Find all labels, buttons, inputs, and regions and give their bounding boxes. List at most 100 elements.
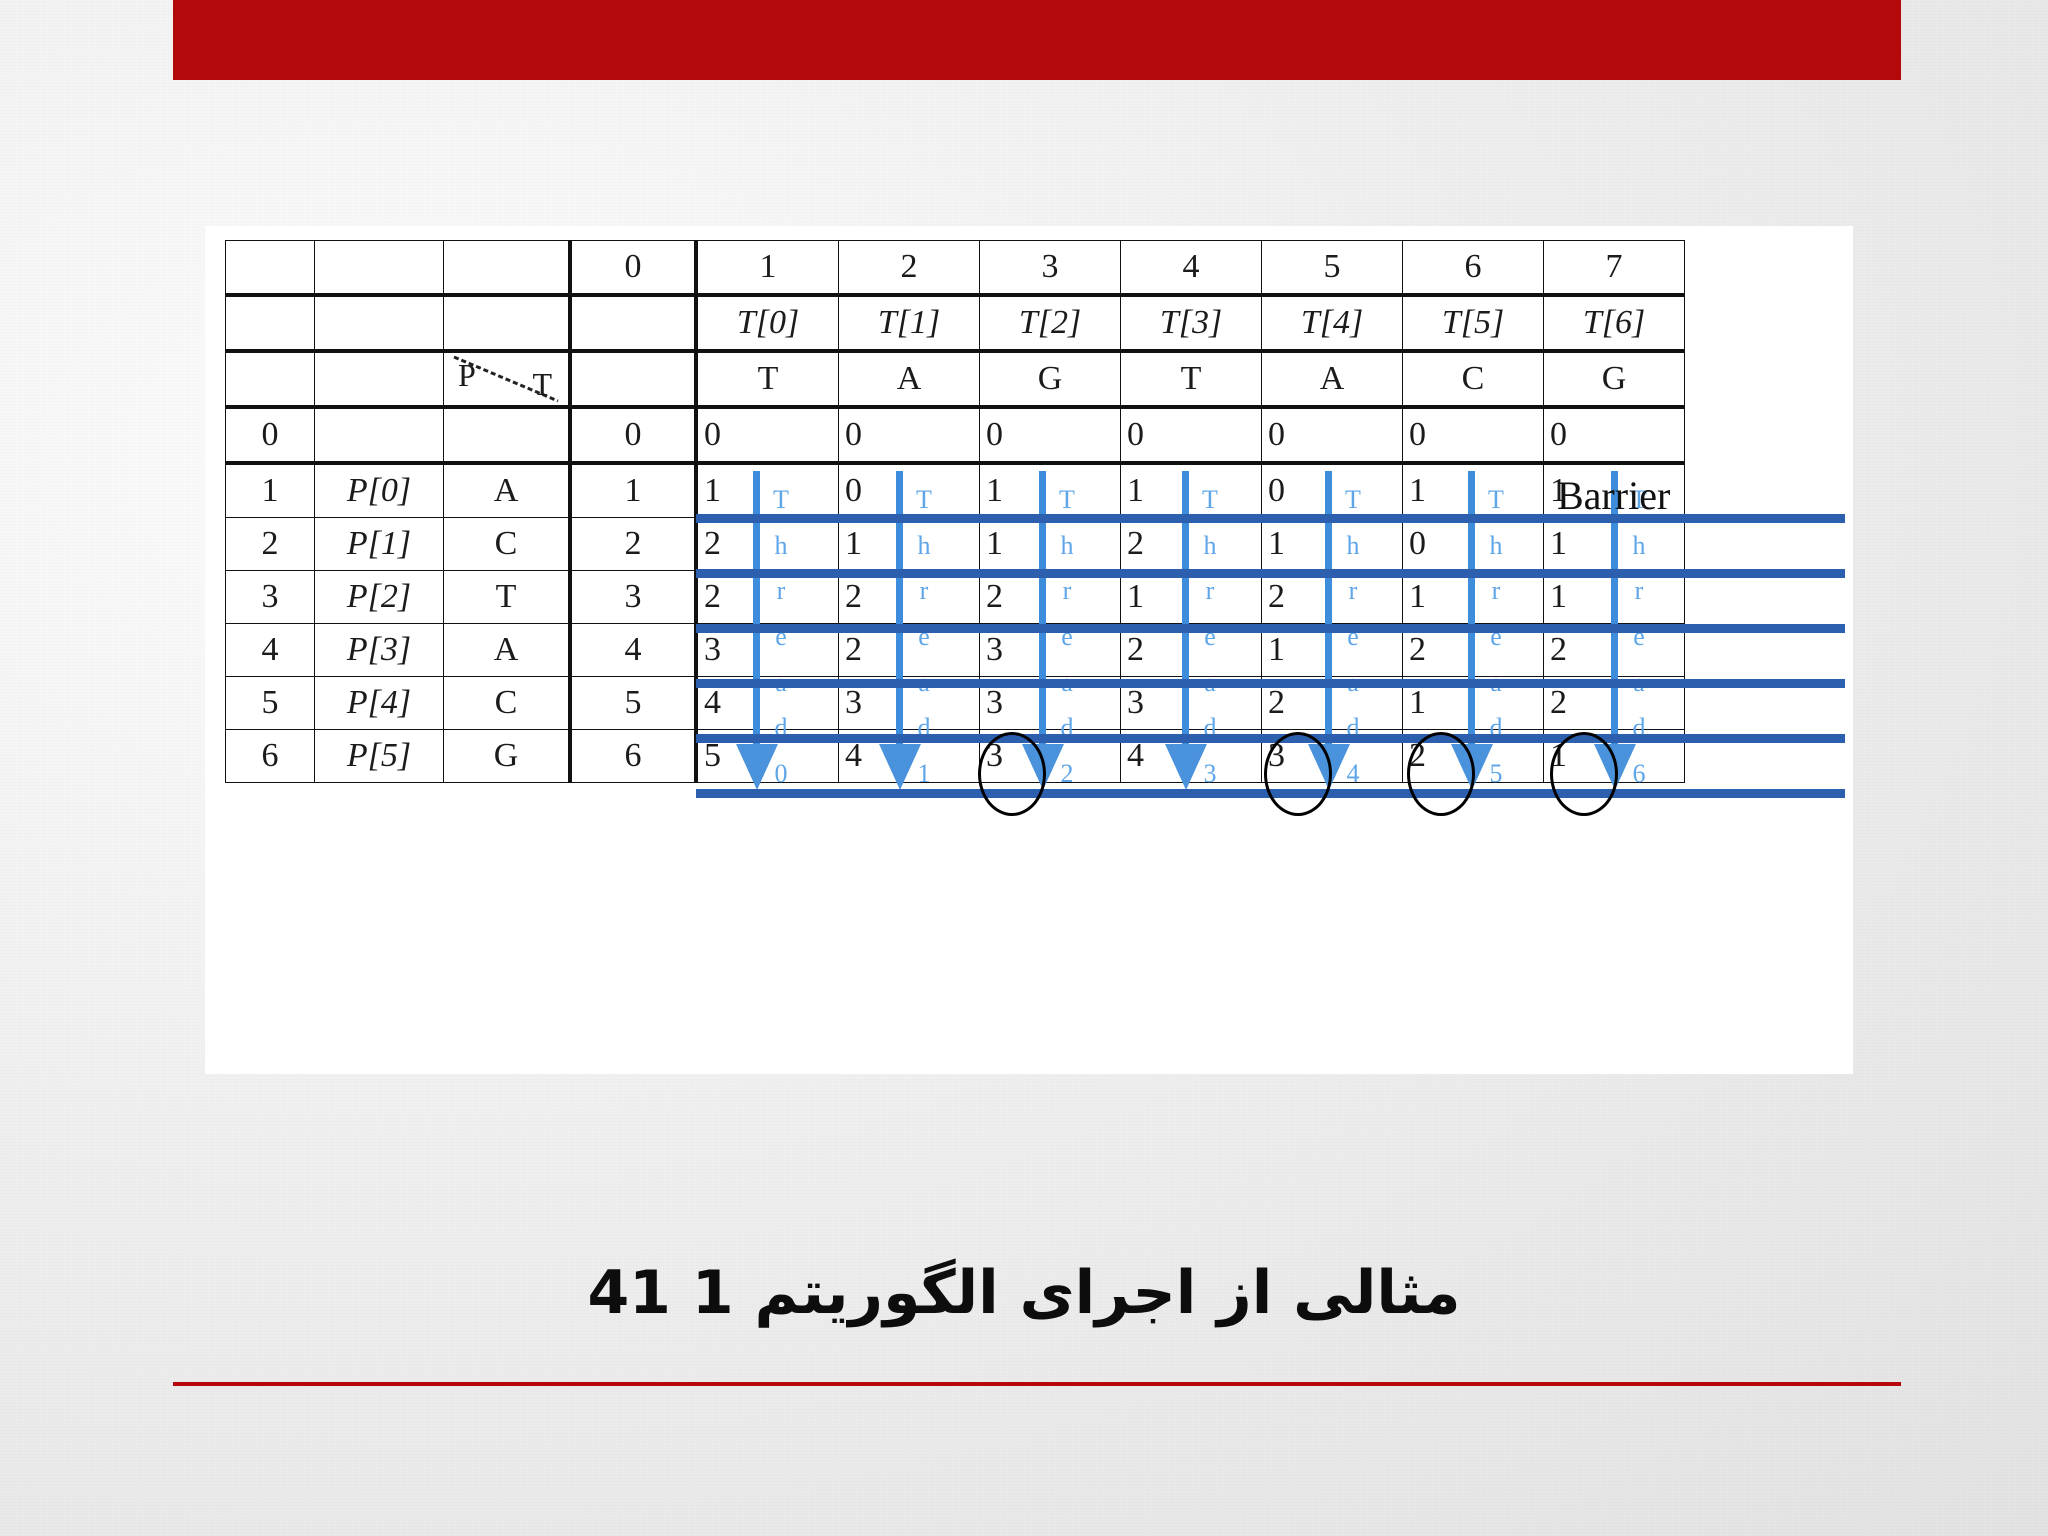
matrix-value: 3 (986, 631, 1003, 668)
row-zero-cell: 6 (569, 729, 698, 783)
matrix-cell: 2 (1402, 623, 1544, 677)
row-pref-cell: P[0] (314, 462, 444, 518)
matrix-cell: 2 (1120, 623, 1262, 677)
matrix-value: 2 (845, 578, 862, 615)
top-red-banner (173, 0, 1901, 80)
matrix-cell: 2 (1261, 676, 1403, 730)
col-index-header: 3 (979, 240, 1121, 297)
matrix-value: 0 (845, 472, 862, 509)
matrix-value: 0 (845, 416, 862, 453)
matrix-value: 2 (1268, 684, 1285, 721)
matrix-value: 2 (1550, 631, 1567, 668)
row-char-cell: C (443, 517, 572, 571)
matrix-value: 0 (704, 416, 721, 453)
matrix-value: 4 (845, 737, 862, 774)
row-zero-cell: 4 (569, 623, 698, 677)
matrix-value: 1 (1409, 578, 1426, 615)
row-char-cell: G (443, 729, 572, 783)
col-seq-header: T (695, 350, 839, 409)
row-index-cell: 0 (225, 406, 315, 465)
row-zero-cell: 5 (569, 676, 698, 730)
matrix-cell: 2 (838, 570, 980, 624)
matrix-cell: 3 (979, 623, 1121, 677)
matrix-value: 3 (1127, 684, 1144, 721)
matrix-cell: 1 (1402, 676, 1544, 730)
matrix-value: 3 (986, 684, 1003, 721)
matrix-cell: 3 (838, 676, 980, 730)
matrix-cell: 0 (1120, 406, 1262, 465)
matrix-cell: 0 (1402, 406, 1544, 465)
row-index-cell: 3 (225, 570, 315, 624)
matrix-cell: 3 (979, 729, 1121, 783)
col-seq-header: C (1402, 350, 1544, 409)
row-pref-cell: P[2] (314, 570, 444, 624)
matrix-cell: 3 (979, 676, 1121, 730)
matrix-cell: 2 (1543, 623, 1685, 677)
row-char-cell: A (443, 462, 572, 518)
table-row: 2 P[1] C 2 2 1 1 2 1 0 1 (225, 517, 1685, 571)
matrix-cell: 0 (1261, 406, 1403, 465)
matrix-value: 3 (704, 631, 721, 668)
matrix-value: 5 (704, 737, 721, 774)
col-seq-header: T (1120, 350, 1262, 409)
row-pref-cell: P[5] (314, 729, 444, 783)
table-row: 1 P[0] A 1 1 0 1 1 0 1 1 (225, 462, 1685, 518)
row-char-cell (443, 406, 572, 465)
matrix-value: 1 (1550, 525, 1567, 562)
matrix-value: 1 (1550, 472, 1567, 509)
matrix-value: 0 (1268, 472, 1285, 509)
row-zero-cell: 3 (569, 570, 698, 624)
matrix-value: 2 (1127, 631, 1144, 668)
row-index-cell: 2 (225, 517, 315, 571)
matrix-cell: 2 (979, 570, 1121, 624)
slide-title: مثالی از اجرای الگوریتم 1 41 (587, 1258, 1461, 1328)
matrix-cell: 0 (1402, 517, 1544, 571)
matrix-value: 1 (1268, 525, 1285, 562)
row-index-cell: 4 (225, 623, 315, 677)
corner-t-label: T (532, 366, 552, 402)
col-index-header: 5 (1261, 240, 1403, 297)
matrix-cell: 3 (1120, 676, 1262, 730)
row-pref-cell: P[4] (314, 676, 444, 730)
corner-p-label: P (458, 357, 476, 393)
matrix-value: 2 (1127, 525, 1144, 562)
matrix-cell: 0 (979, 406, 1121, 465)
col-tref-header: T[1] (838, 294, 980, 353)
matrix-cell: 3 (695, 623, 839, 677)
row-zero-cell: 1 (569, 462, 698, 518)
matrix-value: 3 (845, 684, 862, 721)
row-zero-cell: 0 (569, 406, 698, 465)
matrix-value: 0 (1127, 416, 1144, 453)
col-tref-header: T[2] (979, 294, 1121, 353)
col-index-header: 4 (1120, 240, 1262, 297)
row-char-cell: C (443, 676, 572, 730)
table-row: 3 P[2] T 3 2 2 2 1 2 1 1 (225, 570, 1685, 624)
title-underline-rule (173, 1382, 1901, 1386)
row-char-cell: T (443, 570, 572, 624)
table-row: 5 P[4] C 5 4 3 3 3 2 1 2 (225, 676, 1685, 730)
matrix-value: 1 (986, 525, 1003, 562)
matrix-cell: 0 (838, 406, 980, 465)
matrix-cell: 2 (695, 570, 839, 624)
table-row: 4 P[3] A 4 3 2 3 2 1 2 2 (225, 623, 1685, 677)
col-seq-header (569, 350, 698, 409)
matrix-value: 2 (1268, 578, 1285, 615)
matrix-value: 0 (1268, 416, 1285, 453)
col-seq-header: A (1261, 350, 1403, 409)
col-tref-header: T[0] (695, 294, 839, 353)
matrix-value: 1 (1268, 631, 1285, 668)
matrix-cell: 0 (838, 462, 980, 518)
matrix-cell: 0 (1261, 462, 1403, 518)
row-index-cell: 1 (225, 462, 315, 518)
col-index-header: 2 (838, 240, 980, 297)
matrix-value: 1 (704, 472, 721, 509)
col-seq-header (225, 350, 315, 409)
matrix-cell: 0 (695, 406, 839, 465)
matrix-cell: 1 (979, 462, 1121, 518)
matrix-value: 1 (1550, 737, 1567, 774)
matrix-value: 1 (845, 525, 862, 562)
header-tref-row: T[0] T[1] T[2] T[3] T[4] T[5] T[6] (225, 294, 1685, 353)
col-seq-header (314, 350, 444, 409)
